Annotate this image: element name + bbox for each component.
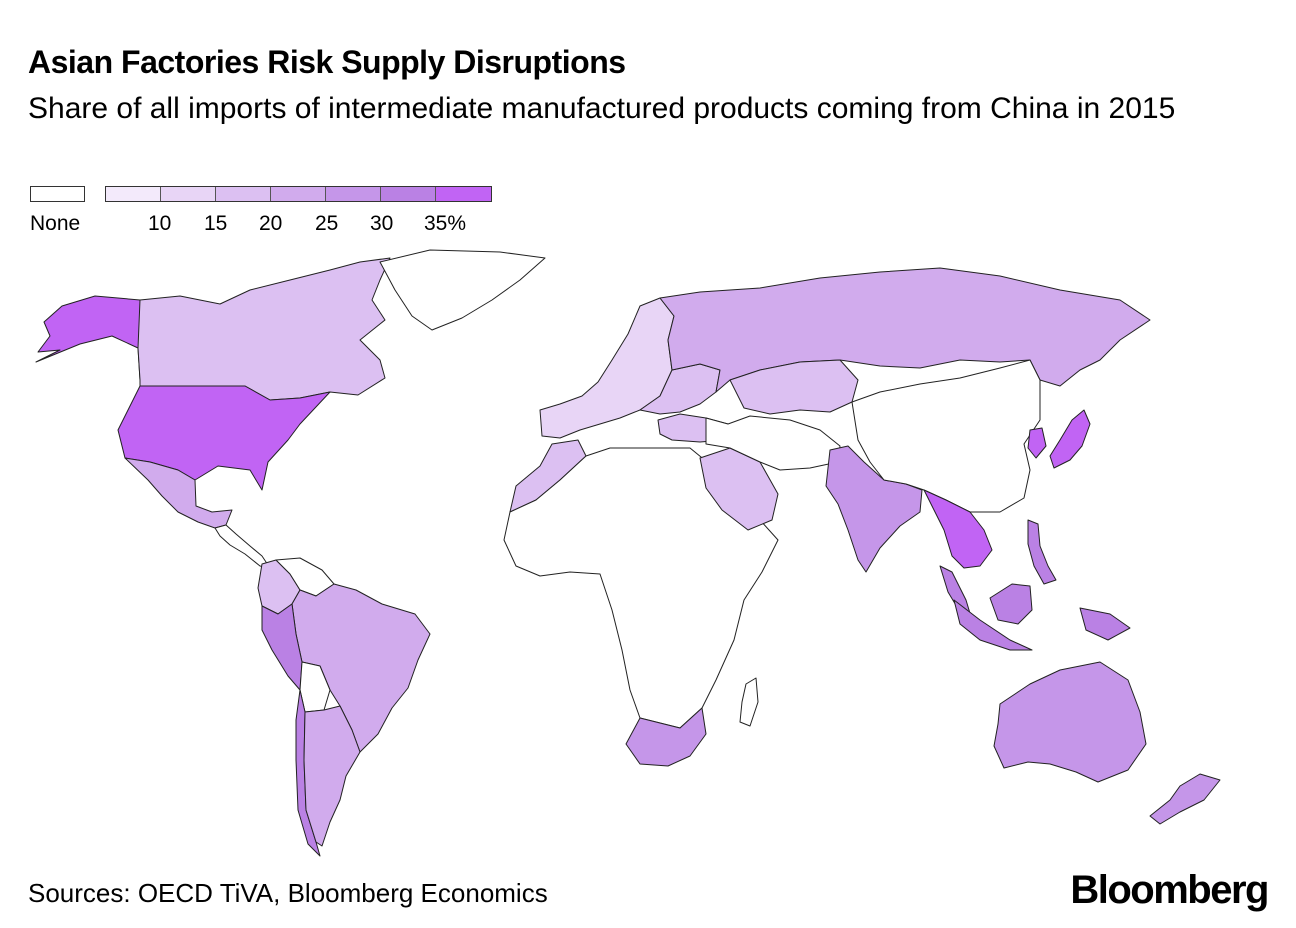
bloomberg-logo: Bloomberg	[1070, 868, 1269, 912]
region-europe-west	[539, 297, 675, 439]
legend-tick-label: 30	[370, 212, 394, 235]
legend-swatch	[381, 187, 436, 201]
legend-tick-label: 10	[148, 212, 172, 235]
region-alaska	[35, 295, 141, 381]
region-philippines	[1027, 519, 1057, 585]
world-choropleth-map	[35, 249, 1221, 857]
region-central-america	[214, 524, 271, 569]
region-mainland-southeast-asia	[923, 489, 993, 569]
region-mexico	[124, 457, 233, 529]
legend-tick-label: 35%	[424, 212, 467, 235]
region-china	[851, 359, 1041, 513]
region-greenland	[379, 249, 546, 331]
legend-swatch	[436, 187, 491, 201]
legend-tick-label: 20	[259, 212, 283, 235]
chart-subtitle: Share of all imports of intermediate man…	[28, 92, 1176, 125]
region-argentina	[303, 705, 361, 847]
legend-swatch	[326, 187, 381, 201]
legend-swatch	[216, 187, 271, 201]
region-south-africa	[625, 707, 707, 767]
legend-swatch	[271, 187, 326, 201]
region-australia	[993, 661, 1147, 783]
region-japan	[1049, 409, 1091, 469]
color-legend: None 10 15 20 25 30 35%	[30, 186, 510, 240]
region-indonesia	[953, 583, 1131, 651]
region-south-korea	[1027, 427, 1047, 459]
region-russia	[659, 267, 1151, 393]
region-india	[825, 445, 923, 573]
region-madagascar	[739, 677, 759, 727]
region-africa	[503, 447, 779, 729]
legend-swatch	[106, 187, 161, 201]
legend-tick-label: 25	[315, 212, 339, 235]
region-canada	[137, 257, 391, 401]
legend-none-label: None	[30, 212, 81, 235]
legend-none-swatch	[30, 186, 85, 202]
legend-swatch	[161, 187, 216, 201]
chart-title: Asian Factories Risk Supply Disruptions	[28, 44, 626, 80]
region-new-zealand	[1149, 773, 1221, 825]
source-note: Sources: OECD TiVA, Bloomberg Economics	[28, 878, 548, 908]
legend-color-ramp	[105, 186, 492, 202]
legend-tick-label: 15	[204, 212, 228, 235]
